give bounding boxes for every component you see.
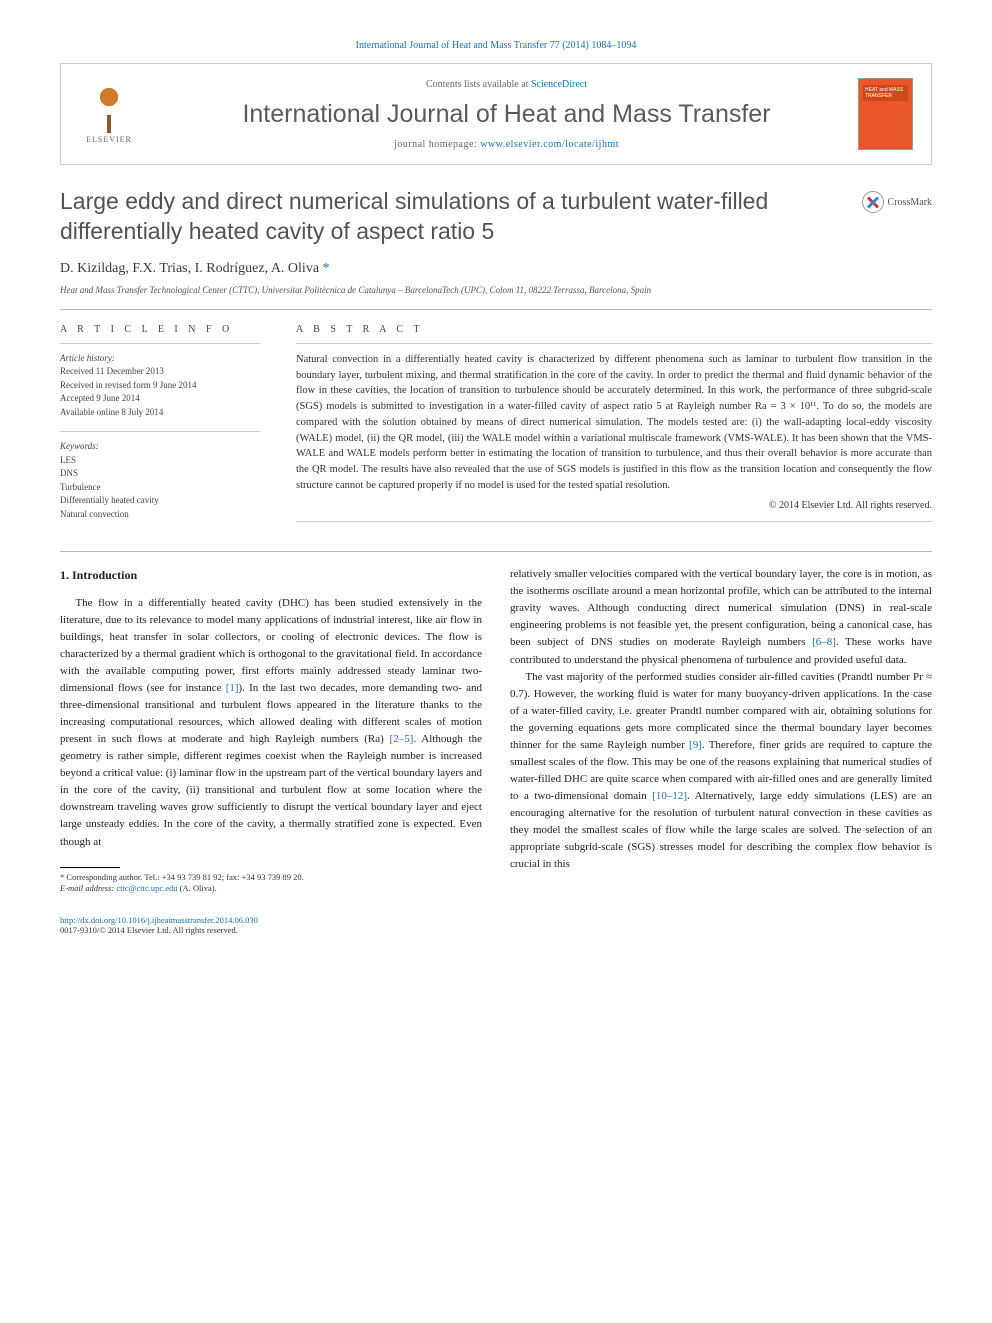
contents-prefix: Contents lists available at xyxy=(426,79,531,90)
email-label: E-mail address: xyxy=(60,883,116,893)
divider xyxy=(60,343,260,344)
homepage-link[interactable]: www.elsevier.com/locate/ijhmt xyxy=(480,139,619,150)
ref-link[interactable]: [6–8] xyxy=(812,636,836,648)
history-item: Available online 8 July 2014 xyxy=(60,407,163,417)
affiliation: Heat and Mass Transfer Technological Cen… xyxy=(60,285,932,295)
journal-cover-thumbnail: HEAT and MASS TRANSFER xyxy=(858,78,913,150)
divider xyxy=(60,551,932,552)
keywords-block: Keywords: LES DNS Turbulence Differentia… xyxy=(60,440,260,521)
body-columns: 1. Introduction The flow in a differenti… xyxy=(60,566,932,895)
corresponding-author-footnote: * Corresponding author. Tel.: +34 93 739… xyxy=(60,872,482,896)
issn-line: 0017-9310/© 2014 Elsevier Ltd. All right… xyxy=(60,925,238,935)
column-left: 1. Introduction The flow in a differenti… xyxy=(60,566,482,895)
keyword: DNS xyxy=(60,468,78,478)
divider xyxy=(60,309,932,310)
corresponding-mark[interactable]: * xyxy=(319,261,330,276)
keyword: Natural convection xyxy=(60,509,129,519)
citation-header: International Journal of Heat and Mass T… xyxy=(60,40,932,51)
journal-name: International Journal of Heat and Mass T… xyxy=(155,100,858,129)
article-info-column: A R T I C L E I N F O Article history: R… xyxy=(60,324,260,534)
intro-para-2: relatively smaller velocities compared w… xyxy=(510,566,932,668)
history-item: Received in revised form 9 June 2014 xyxy=(60,380,196,390)
contents-available-line: Contents lists available at ScienceDirec… xyxy=(155,79,858,90)
abstract-heading: A B S T R A C T xyxy=(296,324,932,335)
crossmark-label: CrossMark xyxy=(888,197,932,208)
keyword: Turbulence xyxy=(60,482,101,492)
journal-homepage-line: journal homepage: www.elsevier.com/locat… xyxy=(155,139,858,150)
ref-link[interactable]: [2–5] xyxy=(390,733,414,745)
page-footer: http://dx.doi.org/10.1016/j.ijheatmasstr… xyxy=(60,915,932,935)
divider xyxy=(296,521,932,522)
paper-title: Large eddy and direct numerical simulati… xyxy=(60,187,844,247)
divider xyxy=(60,431,260,432)
doi-link[interactable]: http://dx.doi.org/10.1016/j.ijheatmasstr… xyxy=(60,915,258,925)
email-suffix: (A. Oliva). xyxy=(178,883,217,893)
divider xyxy=(296,343,932,344)
article-history-block: Article history: Received 11 December 20… xyxy=(60,352,260,420)
keyword: Differentially heated cavity xyxy=(60,495,159,505)
cover-label: HEAT and MASS TRANSFER xyxy=(865,87,912,99)
abstract-column: A B S T R A C T Natural convection in a … xyxy=(296,324,932,534)
abstract-text: Natural convection in a differentially h… xyxy=(296,352,932,494)
intro-para-3: The vast majority of the performed studi… xyxy=(510,669,932,874)
sciencedirect-link[interactable]: ScienceDirect xyxy=(531,79,587,90)
email-link[interactable]: cttc@cttc.upc.edu xyxy=(116,883,177,893)
elsevier-logo-text: ELSEVIER xyxy=(86,135,132,144)
authors-line: D. Kizildag, F.X. Trias, I. Rodríguez, A… xyxy=(60,261,932,277)
history-item: Received 11 December 2013 xyxy=(60,366,164,376)
ref-link[interactable]: [9] xyxy=(689,739,702,751)
history-item: Accepted 9 June 2014 xyxy=(60,393,140,403)
homepage-prefix: journal homepage: xyxy=(394,139,480,150)
journal-header-box: ELSEVIER Contents lists available at Sci… xyxy=(60,63,932,165)
corr-author-line: * Corresponding author. Tel.: +34 93 739… xyxy=(60,872,304,882)
ref-link[interactable]: [10–12] xyxy=(652,790,687,802)
column-right: relatively smaller velocities compared w… xyxy=(510,566,932,895)
keyword: LES xyxy=(60,455,76,465)
elsevier-tree-icon xyxy=(85,85,133,133)
article-info-heading: A R T I C L E I N F O xyxy=(60,324,260,335)
ref-link[interactable]: [1] xyxy=(226,682,239,694)
author-names: D. Kizildag, F.X. Trias, I. Rodríguez, A… xyxy=(60,261,319,276)
keywords-label: Keywords: xyxy=(60,441,99,451)
crossmark-badge[interactable]: CrossMark xyxy=(862,191,932,213)
elsevier-logo: ELSEVIER xyxy=(79,79,139,149)
section-heading-intro: 1. Introduction xyxy=(60,566,482,585)
intro-para-1: The flow in a differentially heated cavi… xyxy=(60,595,482,851)
footnote-separator xyxy=(60,867,120,868)
history-label: Article history: xyxy=(60,353,115,363)
crossmark-icon xyxy=(862,191,884,213)
abstract-copyright: © 2014 Elsevier Ltd. All rights reserved… xyxy=(296,500,932,511)
